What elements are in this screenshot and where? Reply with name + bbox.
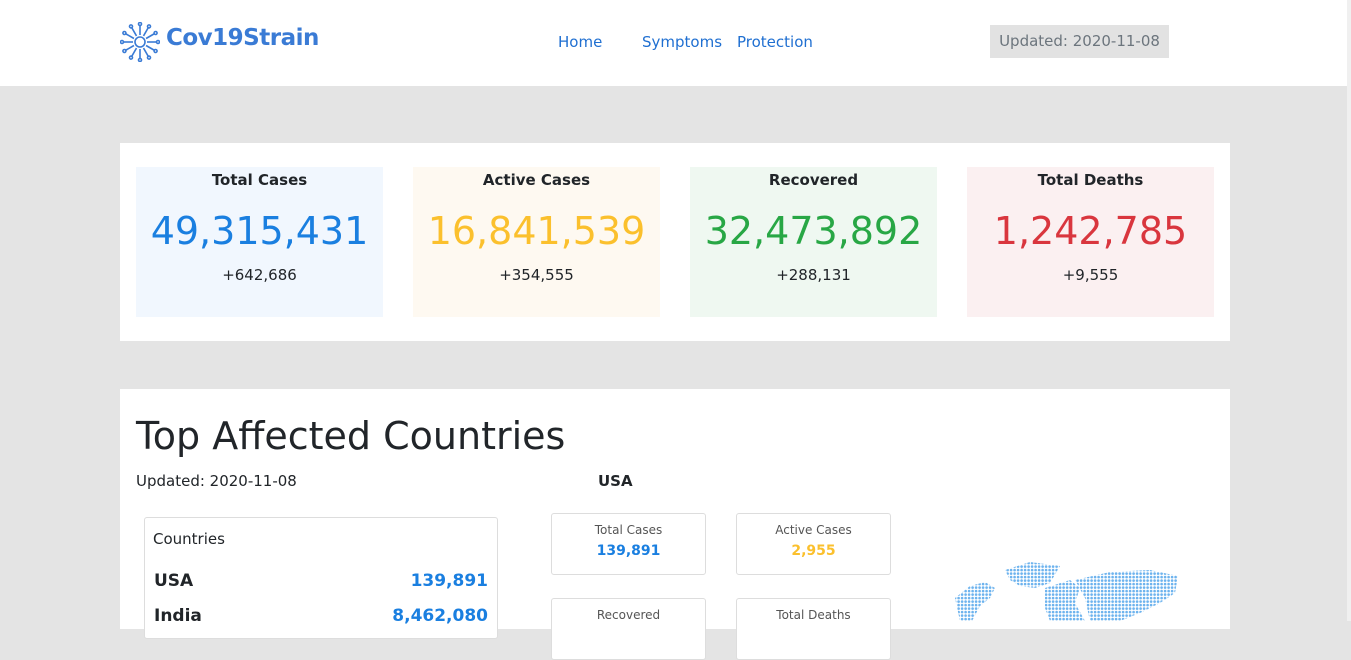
nav-link[interactable]: Protection: [737, 33, 813, 51]
mini-label: Active Cases: [775, 523, 852, 537]
country-list: Countries USA 139,891 India 8,462,080: [144, 517, 498, 639]
stat-card: Recovered 32,473,892 +288,131: [690, 167, 937, 317]
stat-card: Total Deaths 1,242,785 +9,555: [967, 167, 1214, 317]
stat-delta: +288,131: [776, 266, 851, 284]
country-name[interactable]: USA: [154, 571, 194, 591]
mini-value: 2,955: [791, 543, 836, 559]
stat-delta: +9,555: [1062, 266, 1119, 284]
stat-delta: +642,686: [222, 266, 297, 284]
mini-card: Recovered: [551, 598, 706, 660]
scrollbar[interactable]: [1347, 0, 1351, 621]
mini-label: Total Cases: [594, 523, 663, 537]
mini-label: Recovered: [596, 608, 661, 622]
mini-card: Active Cases 2,955: [736, 513, 891, 575]
nav-link[interactable]: Symptoms: [642, 33, 723, 51]
stat-label: Total Cases: [211, 171, 308, 189]
logo-icon[interactable]: [120, 22, 160, 62]
world-map: [955, 562, 1178, 621]
updated-badge: Updated: 2020-11-08: [990, 25, 1169, 58]
stat-card: Total Cases 49,315,431 +642,686: [136, 167, 383, 317]
stat-label: Active Cases: [482, 171, 591, 189]
stat-label: Total Deaths: [1037, 171, 1144, 189]
mini-label: Total Deaths: [776, 608, 851, 622]
section-title: Top Affected Countries: [136, 414, 566, 458]
stat-value: 49,315,431: [150, 209, 369, 253]
stat-value: 1,242,785: [993, 209, 1188, 253]
mini-card: Total Deaths: [736, 598, 891, 660]
updated-text: Updated: 2020-11-08: [136, 472, 297, 490]
country-value[interactable]: 8,462,080: [392, 606, 488, 626]
list-header: Countries: [153, 530, 225, 548]
country-value[interactable]: 139,891: [410, 571, 488, 591]
mini-card: Total Cases 139,891: [551, 513, 706, 575]
stat-card: Active Cases 16,841,539 +354,555: [413, 167, 660, 317]
mini-value: 139,891: [596, 543, 661, 559]
stat-label: Recovered: [768, 171, 859, 189]
stat-value: 32,473,892: [704, 209, 923, 253]
country-name[interactable]: India: [154, 606, 202, 626]
stat-delta: +354,555: [499, 266, 574, 284]
nav-link[interactable]: Home: [558, 33, 603, 51]
header: Cov19Strain Home Symptoms Protection Upd…: [0, 0, 1351, 86]
stat-value: 16,841,539: [427, 209, 646, 253]
logo[interactable]: Cov19Strain: [166, 25, 319, 51]
selected-country: USA: [598, 472, 633, 490]
